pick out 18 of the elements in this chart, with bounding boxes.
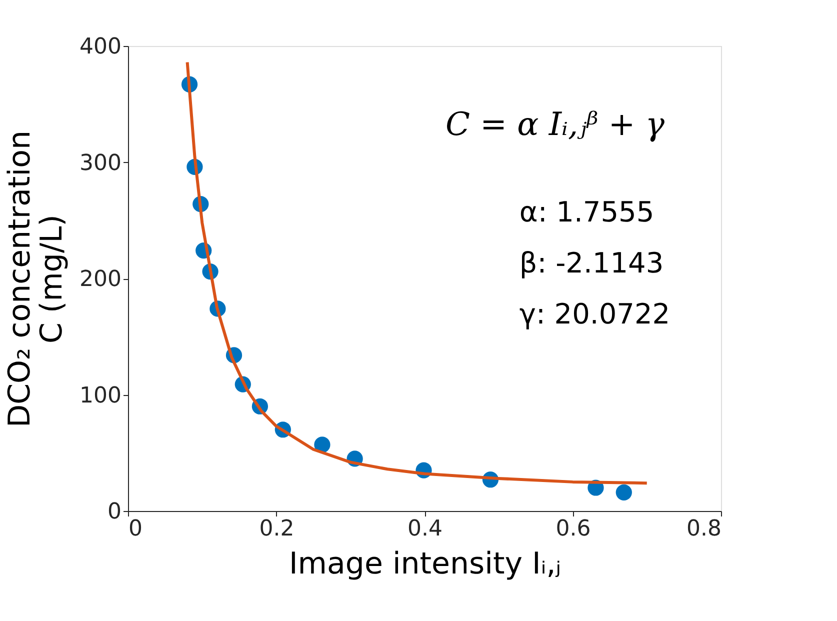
annotation: α: 1.7555: [519, 195, 654, 228]
y-tick-label: 0: [108, 500, 122, 524]
x-tick-label: 0.6: [556, 516, 591, 542]
y-axis-title: DCO₂ concentration C (mg/L): [2, 130, 70, 428]
x-tick-label: 0.8: [686, 516, 722, 542]
y-tick-label: 400: [80, 34, 122, 60]
point: [616, 484, 632, 500]
y-tick-label: 300: [80, 150, 122, 176]
annotation: C = α Iᵢ,ⱼᵝ + γ: [445, 105, 666, 144]
annotation: γ: 20.0722: [519, 298, 670, 331]
y-tick-label: 200: [80, 267, 122, 292]
annotation: β: -2.1143: [519, 246, 664, 280]
x-tick-label: 0.2: [259, 516, 294, 542]
y-tick-label: 100: [80, 383, 122, 408]
point: [314, 436, 330, 453]
x-axis-title: Image intensity Iᵢ,ⱼ: [288, 546, 562, 582]
x-tick-label: 0.4: [408, 516, 442, 542]
x-tick-label: 0: [128, 516, 142, 542]
